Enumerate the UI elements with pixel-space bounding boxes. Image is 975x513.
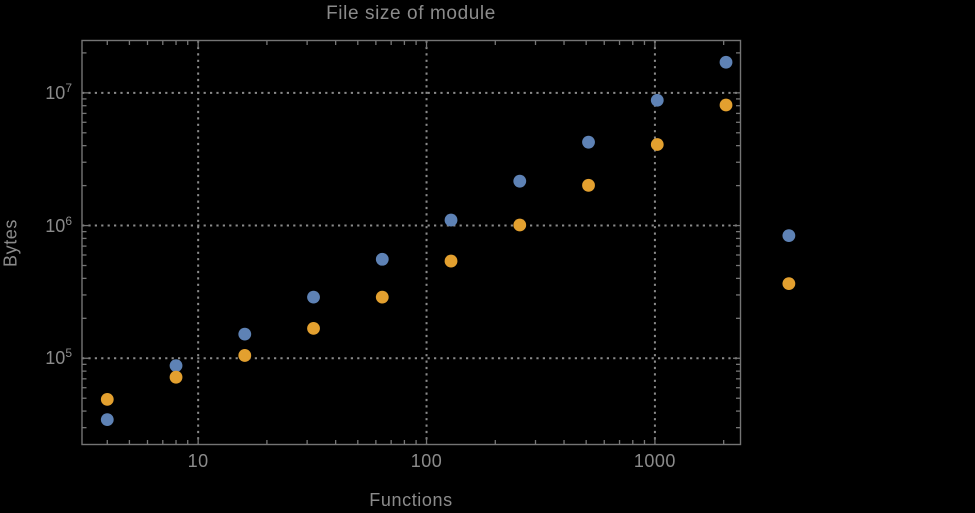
data-point-orange bbox=[307, 321, 320, 335]
data-point-orange bbox=[238, 349, 252, 362]
x-tick-label: 100 bbox=[410, 451, 443, 471]
data-point-orange bbox=[100, 392, 114, 406]
x-axis-label: Functions bbox=[369, 490, 453, 510]
data-point-blue bbox=[238, 327, 252, 341]
y-tick-label: 107 bbox=[45, 80, 72, 103]
plot-frame bbox=[81, 39, 742, 446]
data-point-blue bbox=[307, 290, 320, 304]
data-point-blue bbox=[719, 55, 733, 69]
x-tick-label: 1000 bbox=[633, 451, 676, 471]
data-point-blue bbox=[650, 93, 664, 107]
x-tick-label: 10 bbox=[187, 451, 209, 471]
y-tick-exponent: 6 bbox=[65, 213, 72, 228]
y-tick-exponent: 5 bbox=[65, 346, 72, 361]
data-point-blue bbox=[513, 174, 527, 188]
data-point-blue bbox=[375, 252, 389, 266]
data-point-orange bbox=[444, 254, 458, 268]
y-tick-label: 105 bbox=[45, 346, 72, 369]
data-point-blue bbox=[444, 213, 458, 227]
axis-ticks bbox=[82, 40, 741, 445]
data-point-orange bbox=[782, 277, 796, 291]
y-tick-exponent: 7 bbox=[65, 80, 72, 95]
data-point-orange bbox=[375, 290, 389, 304]
data-point-blue bbox=[100, 413, 114, 427]
data-point-orange bbox=[650, 138, 664, 151]
data-point-orange bbox=[513, 218, 527, 232]
data-point-blue bbox=[169, 359, 183, 373]
data-point-blue bbox=[582, 135, 595, 149]
chart-title: File size of module bbox=[326, 3, 496, 24]
data-point-orange bbox=[169, 370, 183, 384]
data-point-orange bbox=[582, 178, 595, 192]
data-point-blue bbox=[782, 229, 796, 243]
data-point-orange bbox=[719, 98, 733, 112]
y-tick-label: 106 bbox=[45, 213, 72, 236]
